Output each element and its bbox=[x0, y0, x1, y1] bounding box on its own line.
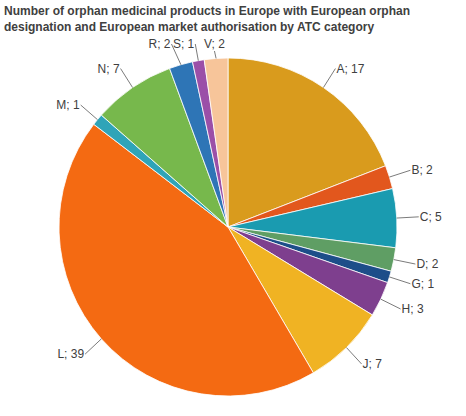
chart-container: Number of orphan medicinal products in E… bbox=[0, 0, 466, 416]
data-label: M; 1 bbox=[56, 98, 80, 112]
leader-line bbox=[389, 170, 410, 177]
data-label: G; 1 bbox=[411, 277, 434, 291]
data-label: C; 5 bbox=[420, 210, 442, 224]
leader-line bbox=[81, 105, 98, 120]
data-label: A; 17 bbox=[336, 62, 364, 76]
data-label: N; 7 bbox=[98, 62, 120, 76]
leader-line bbox=[397, 217, 419, 218]
leader-line bbox=[121, 69, 133, 88]
data-label: J; 7 bbox=[363, 357, 383, 371]
data-label: D; 2 bbox=[416, 257, 438, 271]
chart-title: Number of orphan medicinal products in E… bbox=[4, 4, 410, 34]
leader-line bbox=[389, 277, 410, 284]
leader-line bbox=[346, 348, 361, 364]
data-label: R; 2 bbox=[148, 37, 170, 51]
data-label: B; 2 bbox=[411, 163, 433, 177]
data-label: S; 1 bbox=[173, 37, 195, 51]
leader-line bbox=[85, 339, 101, 354]
leader-line bbox=[171, 44, 180, 65]
leader-line bbox=[214, 51, 216, 58]
data-label: L; 39 bbox=[57, 347, 84, 361]
data-label: H; 3 bbox=[402, 302, 424, 316]
leader-line bbox=[323, 69, 335, 88]
slices: ABCDGHJLMNRSV bbox=[59, 58, 397, 396]
data-label: V; 2 bbox=[204, 37, 225, 51]
leader-line bbox=[394, 260, 416, 264]
leader-line bbox=[381, 299, 401, 309]
labels: A; 17 B; 2 C; 5 D; 2 G; 1 H; 3 J; 7 L; 39 M; 1 N;… bbox=[56, 37, 442, 371]
leader-line bbox=[195, 44, 198, 61]
pie-slice: V bbox=[204, 58, 228, 227]
chart-svg: Number of orphan medicinal products in E… bbox=[0, 0, 466, 416]
